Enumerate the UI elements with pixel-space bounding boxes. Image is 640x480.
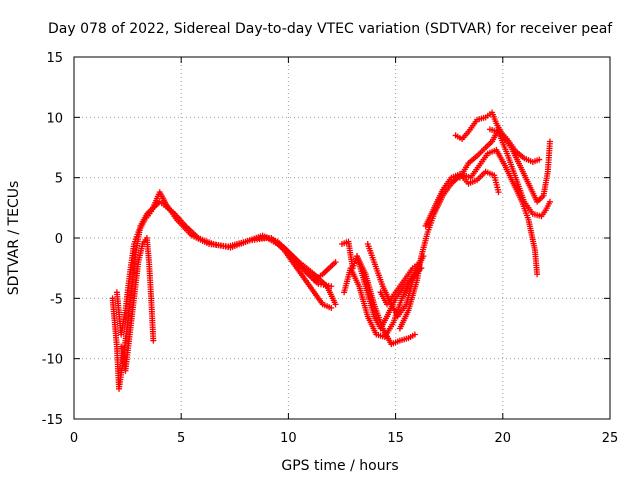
data-point-marker: [328, 283, 335, 290]
data-point-marker: [332, 259, 339, 266]
grid-lines: [74, 57, 610, 419]
y-tick-labels: 15 10 5 0 -5 -10 -15: [42, 51, 63, 428]
chart-title: Day 078 of 2022, Sidereal Day-to-day VTE…: [48, 21, 613, 37]
y-tick-label: 10: [46, 111, 63, 126]
data-point-marker: [546, 198, 553, 205]
x-tick-label: 20: [495, 431, 512, 446]
data-point-marker: [536, 156, 543, 163]
data-point-marker: [495, 189, 502, 196]
data-point-marker: [411, 331, 418, 338]
data-point-marker: [534, 271, 541, 278]
x-tick-label: 0: [70, 431, 78, 446]
data-point-marker: [328, 304, 335, 311]
x-axis-label: GPS time / hours: [281, 458, 398, 474]
x-tick-label: 10: [280, 431, 297, 446]
axis-ticks: [73, 56, 611, 420]
x-tick-label: 5: [177, 431, 185, 446]
y-tick-label: 15: [46, 51, 63, 66]
data-points: [109, 109, 553, 392]
data-point-marker: [546, 138, 553, 145]
y-tick-label: 0: [55, 232, 63, 247]
x-tick-labels: 0 5 10 15 20 25: [70, 431, 618, 446]
y-tick-label: -5: [50, 292, 63, 307]
y-axis-label: SDTVAR / TECUs: [6, 181, 22, 296]
y-tick-label: 5: [55, 172, 63, 187]
y-tick-label: -15: [42, 413, 63, 428]
y-tick-label: -10: [42, 353, 63, 368]
x-tick-label: 25: [602, 431, 619, 446]
data-point-marker: [332, 301, 339, 308]
data-point-marker: [150, 337, 157, 344]
x-tick-label: 15: [387, 431, 404, 446]
